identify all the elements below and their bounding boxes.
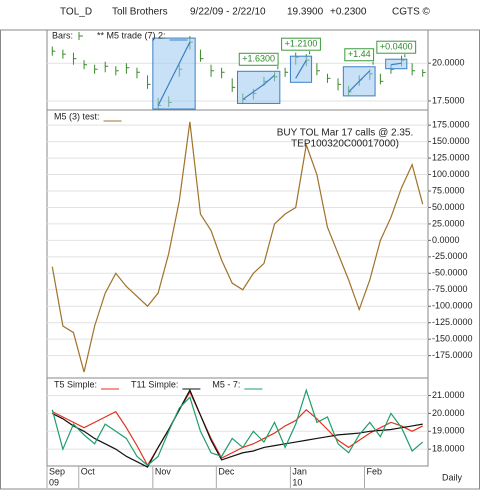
y-tick-label: -100.0000 [432, 301, 473, 311]
last-price: 19.3900 [287, 7, 324, 18]
company-name: Toll Brothers [112, 7, 168, 18]
trade-label-box [376, 40, 417, 54]
trade-box [342, 66, 376, 97]
date-range: 9/22/09 - 2/22/10 [190, 7, 266, 18]
y-tick-label: 25.0000 [432, 218, 465, 228]
y-tick-label: -150.0000 [432, 334, 473, 344]
legend-label: M5 - 7: [212, 379, 240, 389]
y-tick-label: 75.0000 [432, 185, 465, 195]
y-tick-label: 17.5000 [432, 95, 465, 105]
x-tick-label: Sep [49, 466, 65, 476]
trade-label: +1.6300 [242, 54, 275, 64]
trade-label: +1.2100 [285, 39, 318, 49]
trade-label: +0.0400 [380, 42, 413, 52]
y-tick-label: -25.0000 [432, 251, 468, 261]
y-tick-label: 150.0000 [432, 136, 470, 146]
trade-label-box [238, 52, 279, 66]
frequency-label: Daily [442, 472, 463, 482]
brand: CGTS © [392, 7, 431, 18]
y-tick-label: 125.0000 [432, 152, 470, 162]
y-tick-label: 20.0000 [432, 58, 465, 68]
y-tick-label: 20.0000 [432, 408, 465, 418]
legend-label: T5 Simple: [54, 379, 97, 389]
y-tick-label: 19.0000 [432, 426, 465, 436]
y-tick-label: 100.0000 [432, 169, 470, 179]
y-tick-label: -125.0000 [432, 317, 473, 327]
trade-label-box [344, 48, 375, 62]
x-tick-label: Jan [292, 466, 307, 476]
x-year-label: 09 [49, 477, 59, 487]
data-line [157, 41, 402, 106]
annotation: TEP100320C00017000) [291, 139, 399, 150]
y-tick-label: -175.0000 [432, 350, 473, 360]
trade-label-box [281, 37, 321, 51]
data-line [51, 121, 424, 373]
y-tick-label: -50.0000 [432, 268, 468, 278]
x-tick-label: Oct [81, 466, 96, 476]
legend-label: ** M5 trade (7) 2: [97, 30, 166, 40]
trade-label: +1.44 [348, 49, 371, 59]
x-tick-label: Feb [367, 466, 383, 476]
y-tick-label: 175.0000 [432, 120, 470, 130]
legend-label: M5 (3) test: [54, 111, 100, 121]
x-tick-label: Nov [155, 466, 172, 476]
price-change: +0.2300 [330, 7, 367, 18]
x-tick-label: Dec [218, 466, 235, 476]
legend-label: Bars: [52, 30, 73, 40]
y-tick-label: 0.0000 [432, 235, 460, 245]
y-tick-label: 21.0000 [432, 390, 465, 400]
legend-label: T11 Simple: [131, 379, 178, 389]
data-line [51, 388, 424, 467]
panel-frame [46, 377, 429, 467]
y-tick-label: 18.0000 [432, 444, 465, 454]
y-tick-label: -75.0000 [432, 284, 468, 294]
data-line [52, 390, 423, 467]
annotation: BUY TOL Mar 17 calls @ 2.35. [277, 128, 414, 139]
x-year-label: 10 [292, 477, 302, 487]
y-tick-label: 50.0000 [432, 202, 465, 212]
symbol: TOL_D [60, 7, 92, 18]
